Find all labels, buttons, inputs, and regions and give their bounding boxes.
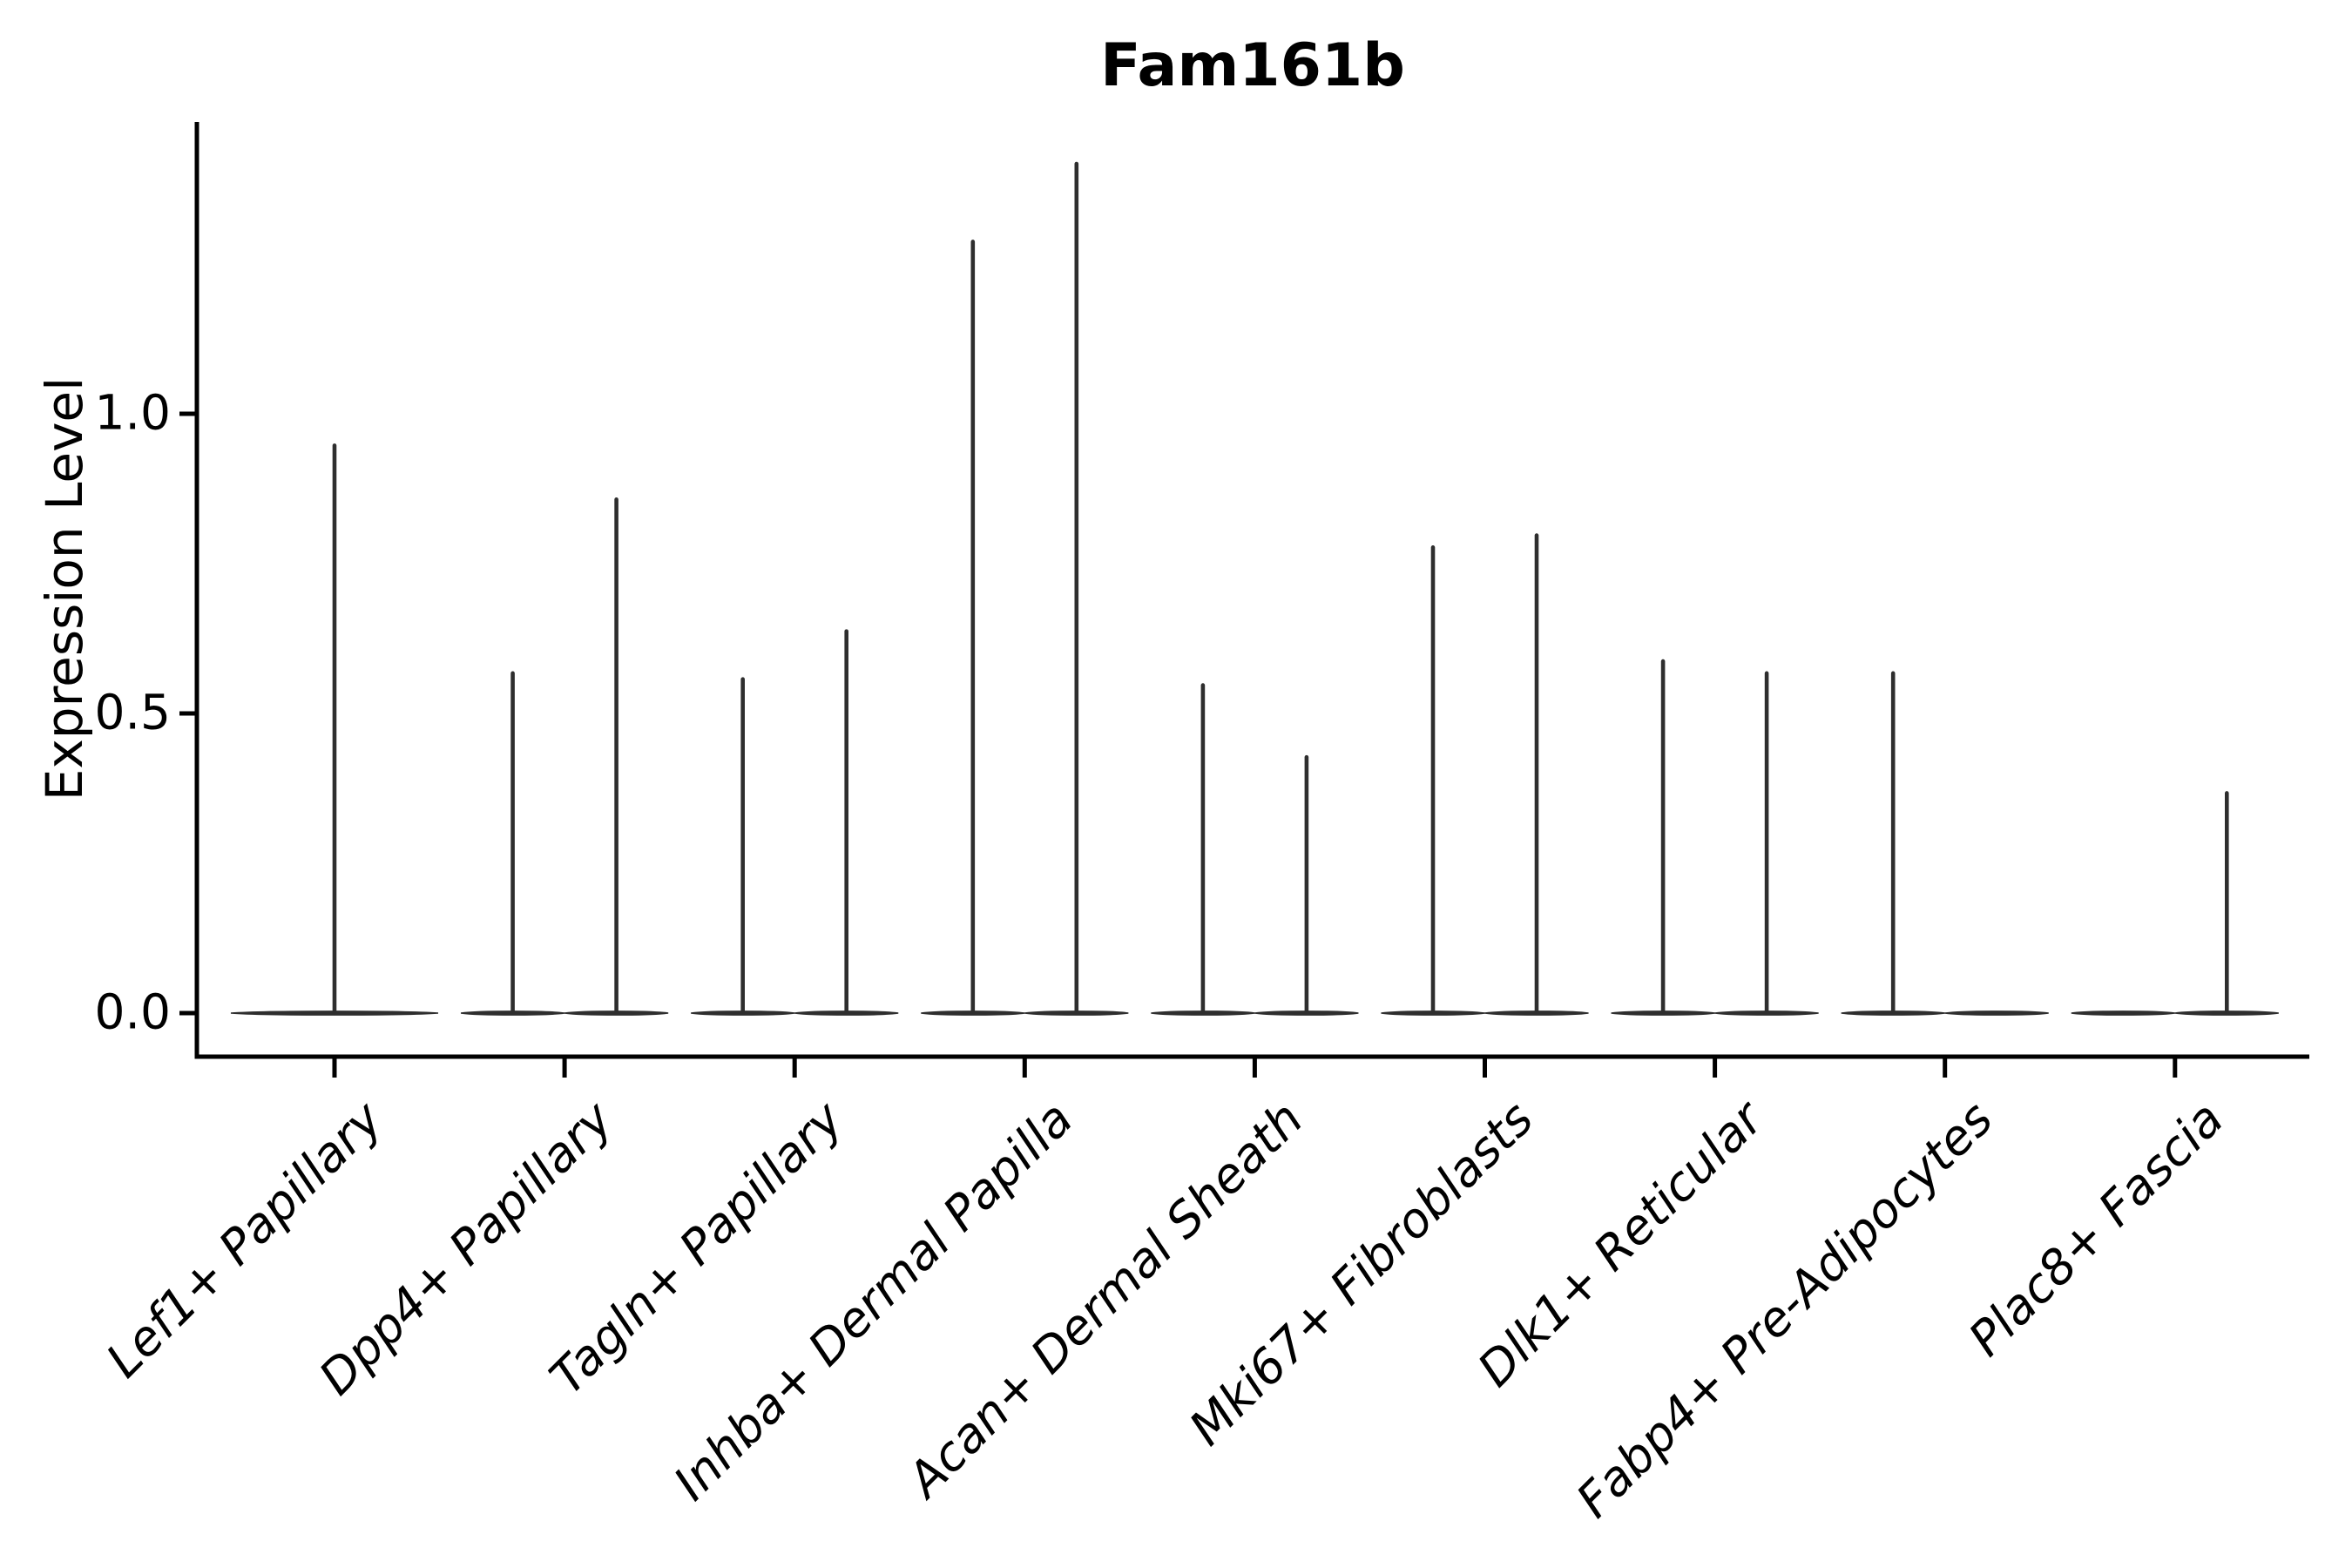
violin-base (2071, 1010, 2175, 1016)
y-tick-label: 0.5 (94, 684, 171, 740)
chart-title: Fam161b (1100, 31, 1405, 100)
y-tick-label: 0.0 (94, 983, 171, 1040)
violin-base (1944, 1010, 2049, 1016)
y-tick-label: 1.0 (94, 384, 171, 441)
